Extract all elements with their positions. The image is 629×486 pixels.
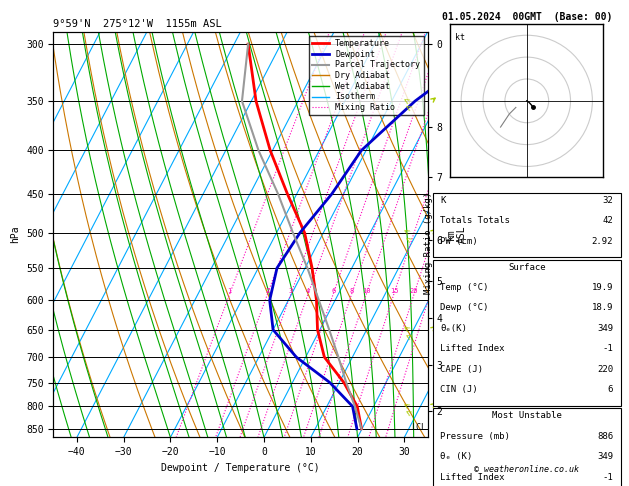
Text: 19.9: 19.9 bbox=[592, 283, 613, 292]
X-axis label: Dewpoint / Temperature (°C): Dewpoint / Temperature (°C) bbox=[161, 463, 320, 473]
Text: Dewp (°C): Dewp (°C) bbox=[440, 303, 489, 312]
Text: 20: 20 bbox=[410, 288, 418, 294]
Text: 15: 15 bbox=[390, 288, 398, 294]
Text: <: < bbox=[403, 408, 413, 419]
Y-axis label: hPa: hPa bbox=[11, 226, 21, 243]
Text: 220: 220 bbox=[597, 365, 613, 374]
Text: LCL: LCL bbox=[411, 423, 426, 432]
Text: <: < bbox=[403, 234, 413, 246]
Text: 9°59'N  275°12'W  1155m ASL: 9°59'N 275°12'W 1155m ASL bbox=[53, 19, 222, 30]
Text: CIN (J): CIN (J) bbox=[440, 385, 478, 395]
Text: Surface: Surface bbox=[508, 262, 545, 272]
Text: 6: 6 bbox=[331, 288, 335, 294]
Text: 1: 1 bbox=[228, 288, 232, 294]
Text: © weatheronline.co.uk: © weatheronline.co.uk bbox=[474, 465, 579, 474]
Text: 886: 886 bbox=[597, 432, 613, 441]
Text: <: < bbox=[401, 227, 411, 239]
Text: Totals Totals: Totals Totals bbox=[440, 216, 510, 226]
Text: 18.9: 18.9 bbox=[592, 303, 613, 312]
Text: 32: 32 bbox=[603, 196, 613, 205]
Text: <: < bbox=[401, 95, 411, 107]
Text: 2: 2 bbox=[265, 288, 270, 294]
Bar bbox=[433, 260, 621, 406]
Y-axis label: km
ASL: km ASL bbox=[445, 226, 467, 243]
Text: CAPE (J): CAPE (J) bbox=[440, 365, 484, 374]
Text: <: < bbox=[403, 331, 413, 343]
Bar bbox=[433, 408, 621, 486]
Text: 2.92: 2.92 bbox=[592, 237, 613, 246]
Text: -1: -1 bbox=[603, 345, 613, 353]
Text: Pressure (mb): Pressure (mb) bbox=[440, 432, 510, 441]
Text: PW (cm): PW (cm) bbox=[440, 237, 478, 246]
Text: kt: kt bbox=[455, 33, 465, 42]
Text: <: < bbox=[401, 400, 411, 412]
Text: K: K bbox=[440, 196, 446, 205]
Text: 6: 6 bbox=[608, 385, 613, 395]
Text: Most Unstable: Most Unstable bbox=[492, 411, 562, 420]
Text: 4: 4 bbox=[306, 288, 310, 294]
Text: Temp (°C): Temp (°C) bbox=[440, 283, 489, 292]
Legend: Temperature, Dewpoint, Parcel Trajectory, Dry Adiabat, Wet Adiabat, Isotherm, Mi: Temperature, Dewpoint, Parcel Trajectory… bbox=[309, 36, 423, 115]
Text: <: < bbox=[401, 324, 411, 335]
Text: θₑ (K): θₑ (K) bbox=[440, 452, 473, 461]
Text: 42: 42 bbox=[603, 216, 613, 226]
Text: 349: 349 bbox=[597, 452, 613, 461]
Text: Lifted Index: Lifted Index bbox=[440, 345, 505, 353]
Text: Mixing Ratio (g/kg): Mixing Ratio (g/kg) bbox=[425, 192, 433, 294]
Text: Lifted Index: Lifted Index bbox=[440, 472, 505, 482]
Text: <: < bbox=[403, 103, 413, 114]
Text: θₑ(K): θₑ(K) bbox=[440, 324, 467, 333]
Text: -1: -1 bbox=[603, 472, 613, 482]
Text: 349: 349 bbox=[597, 324, 613, 333]
Text: 01.05.2024  00GMT  (Base: 00): 01.05.2024 00GMT (Base: 00) bbox=[442, 12, 612, 22]
Text: 3: 3 bbox=[289, 288, 293, 294]
Text: 8: 8 bbox=[350, 288, 353, 294]
Bar bbox=[433, 193, 621, 257]
Text: 10: 10 bbox=[362, 288, 370, 294]
